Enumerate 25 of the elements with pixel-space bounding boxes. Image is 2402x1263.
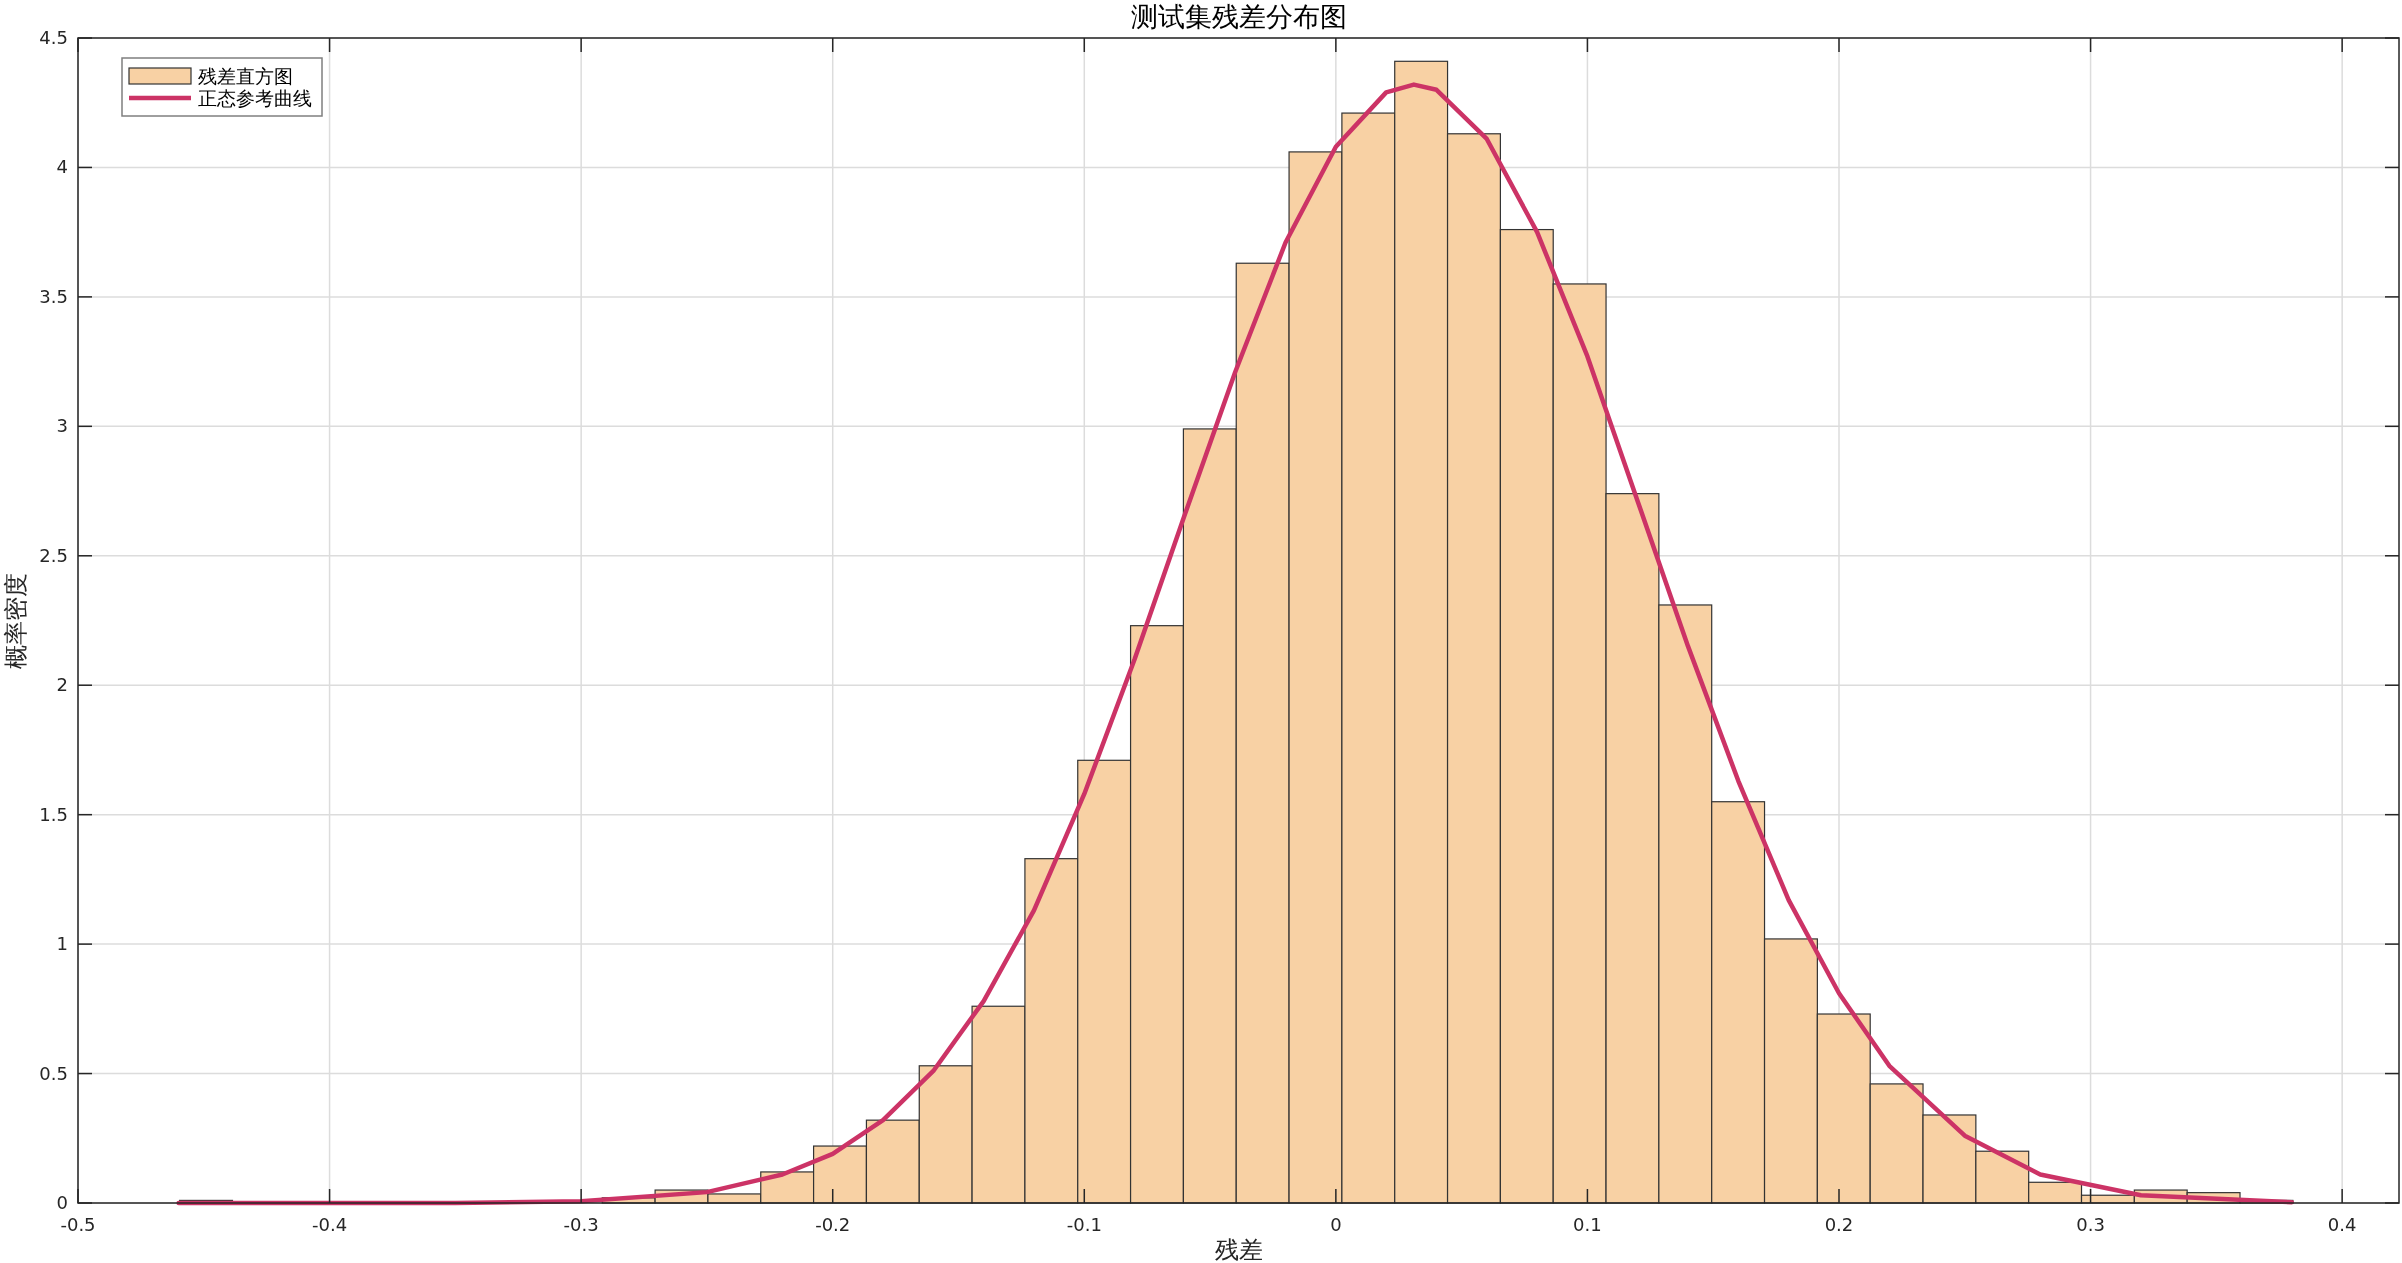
y-tick-label: 0.5 — [39, 1062, 68, 1084]
legend-label: 正态参考曲线 — [198, 87, 312, 109]
x-axis-title: 残差 — [1214, 1236, 1263, 1263]
legend-label: 残差直方图 — [198, 65, 293, 87]
y-tick-label: 4.5 — [39, 27, 68, 48]
x-tick-label: 0 — [1330, 1214, 1342, 1235]
x-tick-label: -0.4 — [312, 1214, 348, 1235]
y-axis-title: 概率密度 — [2, 572, 30, 669]
y-tick-label: 2.5 — [39, 544, 68, 566]
x-tick-label: 0.3 — [2076, 1214, 2105, 1235]
x-tick-label: -0.5 — [60, 1214, 96, 1235]
y-tick-label: 1 — [56, 933, 68, 955]
x-tick-label: -0.1 — [1066, 1214, 1102, 1235]
x-tick-label: 0.1 — [1573, 1214, 1602, 1235]
x-tick-label: -0.2 — [815, 1214, 851, 1235]
x-tick-label: -0.3 — [563, 1214, 599, 1235]
y-tick-label: 1.5 — [39, 803, 68, 825]
y-tick-label: 2 — [56, 674, 68, 696]
x-tick-label: 0.2 — [1824, 1214, 1854, 1235]
y-tick-label: 3 — [56, 415, 68, 437]
y-tick-label: 3.5 — [39, 285, 68, 307]
y-tick-label: 4 — [56, 156, 68, 178]
chart-title: 测试集残差分布图 — [1130, 1, 1347, 32]
x-tick-label: 0.4 — [2327, 1214, 2357, 1235]
y-tick-label: 0 — [56, 1192, 68, 1213]
